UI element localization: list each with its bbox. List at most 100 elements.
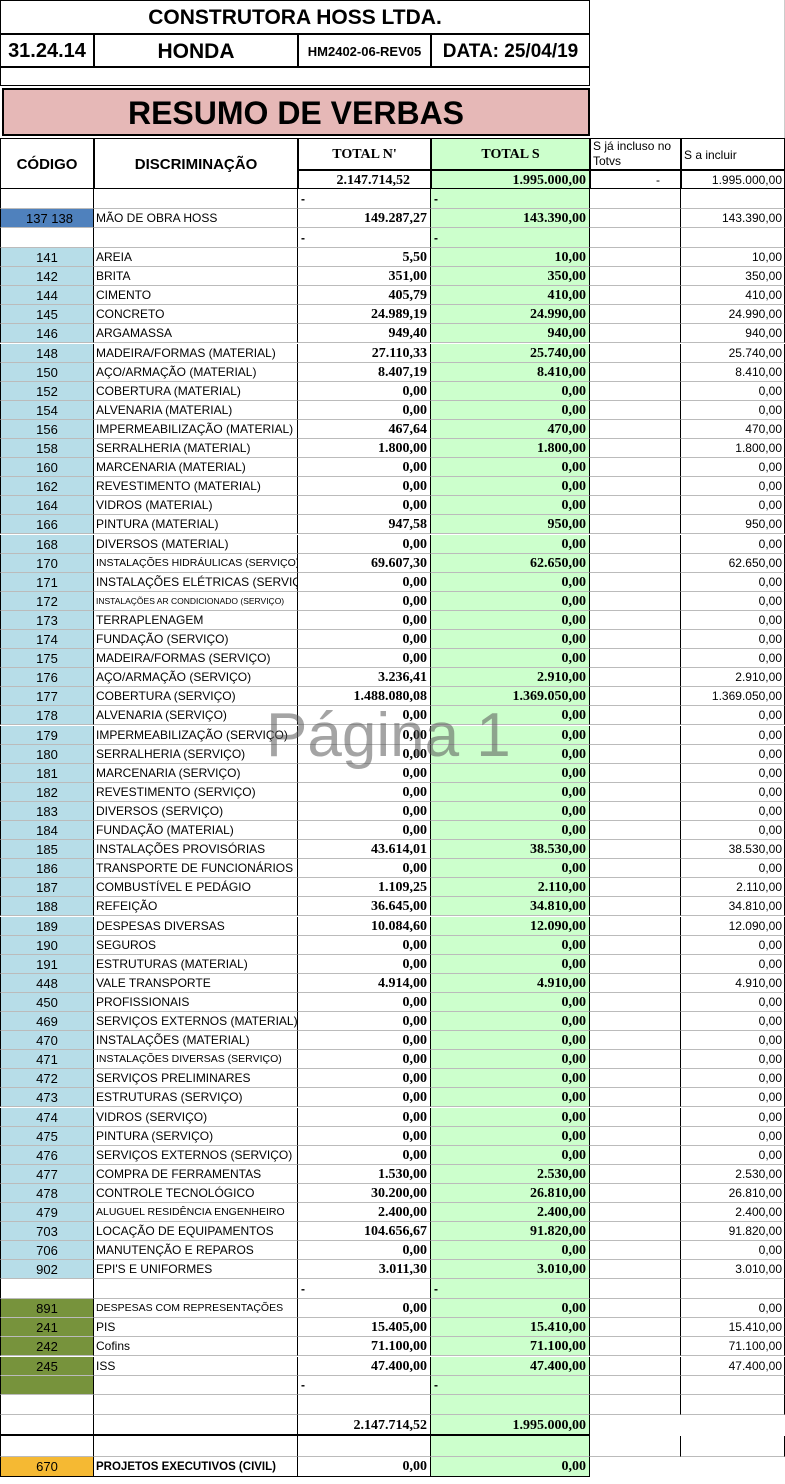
row-a-incluir: 0,00	[681, 592, 785, 611]
blank-code	[0, 189, 94, 209]
row-code: 146	[0, 324, 94, 343]
row-a-incluir: 0,00	[681, 630, 785, 649]
blank-inc	[590, 228, 681, 248]
row-total-s: 143.390,00	[431, 209, 590, 228]
row-total-s: 3.010,00	[431, 1260, 590, 1279]
row-ja-incluso	[590, 1165, 681, 1184]
row-total-n: 0,00	[298, 1088, 431, 1107]
blank-inc2	[681, 1436, 785, 1457]
row-ja-incluso	[590, 363, 681, 382]
row-total-n: 10.084,60	[298, 917, 431, 936]
row-desc: ALVENARIA (MATERIAL)	[94, 401, 298, 420]
row-desc: SERRALHERIA (MATERIAL)	[94, 439, 298, 458]
row-desc: AREIA	[94, 248, 298, 267]
row-total-n: 3.236,41	[298, 668, 431, 687]
row-total-n: 149.287,27	[298, 209, 431, 228]
row-code: 177	[0, 687, 94, 706]
row-a-incluir: 62.650,00	[681, 554, 785, 573]
row-code: 471	[0, 1050, 94, 1069]
row-desc: COBERTURA (SERVIÇO)	[94, 687, 298, 706]
projetos-code: 670	[0, 1457, 94, 1477]
row-total-n: 0,00	[298, 1012, 431, 1031]
row-desc: EPI'S E UNIFORMES	[94, 1260, 298, 1279]
row-code: 142	[0, 267, 94, 286]
row-total-s: 0,00	[431, 993, 590, 1012]
row-ja-incluso	[590, 496, 681, 515]
row-desc: INSTALAÇÕES DIVERSAS (SERVIÇO)	[94, 1050, 298, 1069]
project-code: 31.24.14	[0, 34, 94, 67]
row-total-s: 1.800,00	[431, 439, 590, 458]
total-n-bottom: 2.147.714,52	[298, 1415, 431, 1436]
row-desc: ISS	[94, 1357, 298, 1376]
blank-desc	[94, 1415, 298, 1436]
row-ja-incluso	[590, 1127, 681, 1146]
row-a-incluir: 12.090,00	[681, 917, 785, 936]
dash-n	[298, 1395, 431, 1415]
row-a-incluir: 2.400,00	[681, 1203, 785, 1222]
blank-inc2	[681, 1376, 785, 1395]
row-a-incluir: 24.990,00	[681, 305, 785, 324]
row-total-s: 0,00	[431, 477, 590, 496]
row-total-s: 0,00	[431, 458, 590, 477]
blank-inc	[590, 1395, 681, 1415]
row-desc: DESPESAS COM REPRESENTAÇÕES	[94, 1299, 298, 1318]
row-desc: SERVIÇOS EXTERNOS (SERVIÇO)	[94, 1146, 298, 1165]
row-desc: SERVIÇOS PRELIMINARES	[94, 1069, 298, 1088]
row-total-s: 2.110,00	[431, 878, 590, 897]
row-desc: TRANSPORTE DE FUNCIONÁRIOS	[94, 859, 298, 878]
row-desc: ESTRUTURAS (MATERIAL)	[94, 955, 298, 974]
blank-code	[0, 1436, 94, 1457]
row-code: 162	[0, 477, 94, 496]
row-a-incluir: 0,00	[681, 993, 785, 1012]
row-total-s: 0,00	[431, 592, 590, 611]
row-code: 479	[0, 1203, 94, 1222]
row-total-s: 12.090,00	[431, 917, 590, 936]
row-a-incluir: 143.390,00	[681, 209, 785, 228]
row-code: 185	[0, 840, 94, 859]
row-desc: IMPERMEABILIZAÇÃO (SERVIÇO)	[94, 726, 298, 745]
row-ja-incluso	[590, 592, 681, 611]
col-header-ja-incluso: S já incluso no Totvs	[590, 138, 681, 170]
row-ja-incluso	[590, 344, 681, 363]
row-a-incluir: 470,00	[681, 420, 785, 439]
row-desc: VALE TRANSPORTE	[94, 974, 298, 993]
row-total-s: 2.400,00	[431, 1203, 590, 1222]
row-total-s: 2.910,00	[431, 668, 590, 687]
row-a-incluir: 3.010,00	[681, 1260, 785, 1279]
row-desc: TERRAPLENAGEM	[94, 611, 298, 630]
row-code: 182	[0, 783, 94, 802]
row-code: 241	[0, 1318, 94, 1337]
row-ja-incluso	[590, 840, 681, 859]
dash-s: -	[431, 1376, 590, 1395]
row-total-s: 0,00	[431, 1146, 590, 1165]
row-ja-incluso	[590, 554, 681, 573]
row-desc: INSTALAÇÕES (MATERIAL)	[94, 1031, 298, 1050]
row-code: 187	[0, 878, 94, 897]
row-desc: BRITA	[94, 267, 298, 286]
row-total-n: 24.989,19	[298, 305, 431, 324]
row-total-s: 25.740,00	[431, 344, 590, 363]
row-a-incluir: 2.910,00	[681, 668, 785, 687]
row-a-incluir: 8.410,00	[681, 363, 785, 382]
row-ja-incluso	[590, 706, 681, 725]
row-ja-incluso	[590, 439, 681, 458]
row-total-s: 26.810,00	[431, 1184, 590, 1203]
row-code: 170	[0, 554, 94, 573]
row-ja-incluso	[590, 1203, 681, 1222]
row-a-incluir: 410,00	[681, 286, 785, 305]
row-ja-incluso	[590, 420, 681, 439]
sheet-title: RESUMO DE VERBAS	[2, 88, 590, 136]
row-total-n: 405,79	[298, 286, 431, 305]
total-s-bottom: 1.995.000,00	[431, 1415, 590, 1436]
row-code: 154	[0, 401, 94, 420]
row-total-s: 38.530,00	[431, 840, 590, 859]
row-a-incluir: 1.800,00	[681, 439, 785, 458]
row-desc: COBERTURA (MATERIAL)	[94, 382, 298, 401]
row-ja-incluso	[590, 267, 681, 286]
row-code: 179	[0, 726, 94, 745]
row-total-n: 0,00	[298, 821, 431, 840]
row-ja-incluso	[590, 630, 681, 649]
row-code: 448	[0, 974, 94, 993]
row-a-incluir: 0,00	[681, 1127, 785, 1146]
row-a-incluir: 2.530,00	[681, 1165, 785, 1184]
